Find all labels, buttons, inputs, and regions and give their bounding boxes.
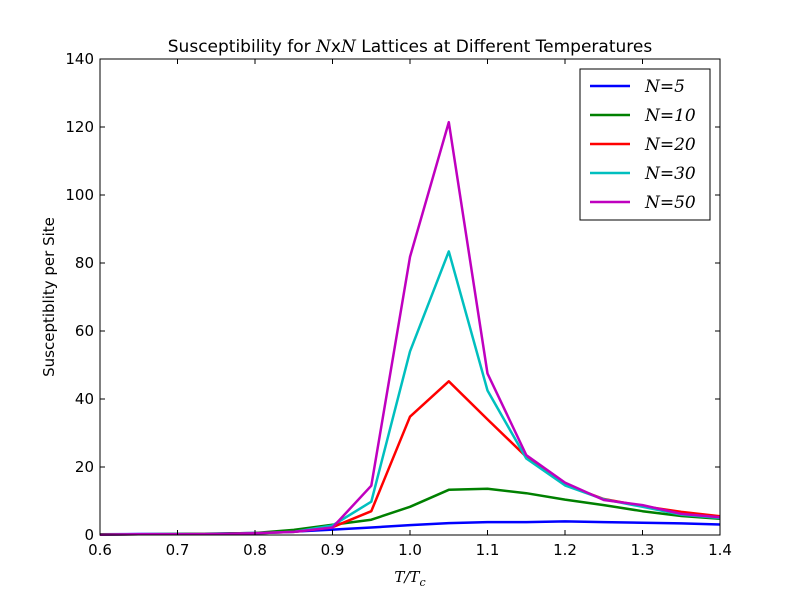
y-tick-label: 80 [75,254,94,272]
chart-title-math-n2: N [340,37,357,57]
plot-area [99,120,721,536]
chart-title-math-n1: N [315,37,332,57]
chart-title-x: x [331,37,341,57]
x-tick-label: 0.8 [243,541,267,559]
y-axis-label: Susceptiblity per Site [40,217,58,377]
chart-title: Susceptibility for NxN Lattices at Diffe… [168,37,653,57]
legend-entry-label: N=30 [644,164,696,184]
series-line-n-10 [100,487,721,536]
x-tick-label: 1.3 [631,541,655,559]
legend-entry-label: N=20 [644,135,696,155]
x-tick-label: 0.7 [166,541,190,559]
series-line-n-50 [99,120,721,536]
x-tick-label: 1.4 [708,541,732,559]
x-tick-label: 0.6 [88,541,112,559]
chart-title-prefix: Susceptibility for [168,37,316,57]
legend-entry-label: N=5 [644,77,685,97]
y-tick-label: 140 [65,50,94,68]
x-tick-label: 1.2 [553,541,577,559]
legend: N=5 N=10 N=20 N=30 N=50 [579,68,711,221]
y-tick-label: 120 [65,118,94,136]
x-axis-label-main: T/T [394,568,420,586]
x-axis-label: T/Tc [394,568,425,589]
y-tick-label: 60 [75,322,94,340]
x-tick-label: 1.1 [476,541,500,559]
chart-title-suffix: Lattices at Different Temperatures [356,37,652,57]
y-tick-label: 0 [84,526,94,544]
axis-ticks: 0.6 0.7 0.8 0.9 1.0 1.1 1.2 1.3 1.4 0 20 40 60 80 100 1… [65,50,732,559]
y-tick-label: 40 [75,390,94,408]
x-tick-label: 1.0 [398,541,422,559]
series-line-n-30 [99,250,721,536]
x-axis-label-sub: c [419,576,425,589]
y-tick-label: 100 [65,186,94,204]
series-line-n-20 [99,380,721,536]
y-tick-label: 20 [75,458,94,476]
x-tick-label: 0.9 [321,541,345,559]
legend-entry-label: N=10 [644,106,696,126]
legend-entry-label: N=50 [644,193,696,213]
